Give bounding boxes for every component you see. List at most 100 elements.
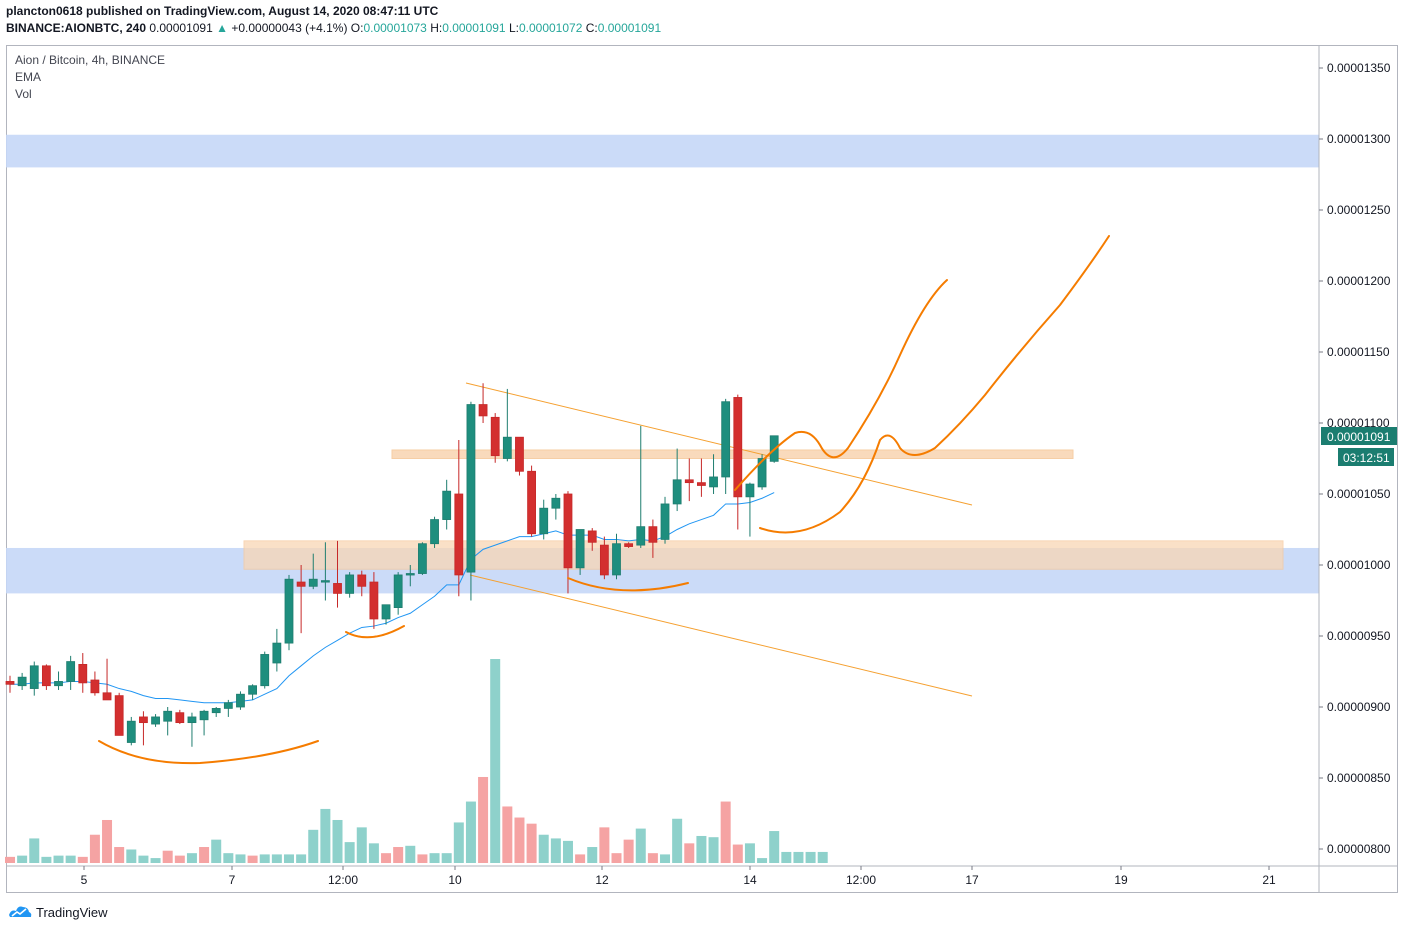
volume-bar bbox=[17, 855, 28, 863]
candle-body bbox=[175, 712, 185, 724]
zone-orange-2[interactable] bbox=[391, 449, 1074, 460]
x-tick-label: 19 bbox=[1114, 873, 1128, 887]
volume-bar bbox=[368, 843, 379, 863]
candle-body bbox=[612, 543, 621, 576]
upper-trendline[interactable] bbox=[465, 382, 973, 506]
candle[interactable] bbox=[466, 401, 476, 601]
volume-bar bbox=[381, 853, 392, 863]
candle[interactable] bbox=[721, 398, 731, 494]
candle[interactable] bbox=[78, 653, 88, 693]
zone-orange-3[interactable] bbox=[243, 540, 1284, 570]
candle[interactable] bbox=[308, 553, 318, 590]
candle[interactable] bbox=[515, 436, 524, 476]
publisher-text: plancton0618 published on TradingView.co… bbox=[6, 4, 439, 18]
candle[interactable] bbox=[175, 709, 185, 725]
candle[interactable] bbox=[563, 491, 573, 594]
candle[interactable] bbox=[575, 529, 585, 575]
candle[interactable] bbox=[187, 712, 197, 747]
candle[interactable] bbox=[357, 570, 367, 597]
candle[interactable] bbox=[102, 658, 112, 701]
candle-body bbox=[648, 526, 658, 543]
candle[interactable] bbox=[114, 692, 124, 736]
volume-bar bbox=[684, 843, 695, 863]
candle[interactable] bbox=[151, 714, 160, 727]
candle-body bbox=[126, 720, 136, 743]
candle[interactable] bbox=[539, 499, 549, 540]
candle[interactable] bbox=[612, 533, 621, 580]
candle[interactable] bbox=[684, 458, 694, 502]
y-tick-label: 0.00001250 bbox=[1327, 203, 1391, 217]
candle[interactable] bbox=[296, 565, 306, 634]
candle[interactable] bbox=[745, 482, 755, 537]
candle[interactable] bbox=[599, 536, 609, 580]
candle[interactable] bbox=[648, 519, 658, 558]
candle[interactable] bbox=[490, 413, 500, 463]
candle[interactable] bbox=[697, 458, 706, 497]
candle[interactable] bbox=[442, 479, 452, 530]
candle[interactable] bbox=[17, 672, 27, 690]
rounding-bottom-curve-2[interactable] bbox=[345, 625, 405, 639]
candle-body bbox=[515, 436, 524, 472]
volume-bar bbox=[223, 853, 234, 863]
candle[interactable] bbox=[551, 494, 561, 520]
projection-path-far[interactable] bbox=[759, 235, 1110, 534]
candle[interactable] bbox=[393, 572, 403, 615]
candle[interactable] bbox=[478, 383, 488, 423]
candle[interactable] bbox=[163, 707, 173, 736]
candle[interactable] bbox=[587, 528, 597, 551]
candle[interactable] bbox=[41, 664, 51, 690]
candle[interactable] bbox=[733, 394, 743, 530]
candle[interactable] bbox=[248, 684, 258, 700]
volume-bar bbox=[393, 847, 404, 863]
candle[interactable] bbox=[381, 604, 391, 625]
candle[interactable] bbox=[369, 572, 379, 629]
candle[interactable] bbox=[454, 440, 464, 597]
legend-title: Aion / Bitcoin, 4h, BINANCE bbox=[15, 53, 166, 67]
candle[interactable] bbox=[223, 699, 233, 717]
ema-line[interactable] bbox=[10, 492, 775, 704]
candle[interactable] bbox=[709, 454, 718, 494]
candle[interactable] bbox=[502, 388, 512, 462]
rounding-bottom-curve-3[interactable] bbox=[567, 577, 689, 592]
candle[interactable] bbox=[5, 675, 15, 693]
legend: Aion / Bitcoin, 4h, BINANCE EMA Vol bbox=[15, 52, 165, 103]
candle[interactable] bbox=[199, 709, 209, 736]
candle[interactable] bbox=[624, 542, 634, 548]
volume-bar bbox=[356, 827, 367, 863]
candle[interactable] bbox=[126, 716, 136, 746]
candle[interactable] bbox=[636, 425, 646, 548]
candle[interactable] bbox=[272, 628, 282, 672]
candle-body bbox=[41, 665, 51, 687]
volume-bar bbox=[429, 853, 440, 863]
candle[interactable] bbox=[660, 496, 670, 544]
candle-body bbox=[284, 578, 294, 644]
candle[interactable] bbox=[54, 671, 63, 690]
candle[interactable] bbox=[284, 574, 294, 651]
x-tick-label: 12:00 bbox=[328, 873, 358, 887]
candle[interactable] bbox=[236, 691, 245, 710]
candle[interactable] bbox=[139, 711, 148, 746]
candle[interactable] bbox=[90, 671, 100, 696]
candle[interactable] bbox=[418, 542, 427, 575]
legend-vol[interactable]: Vol bbox=[15, 87, 32, 101]
candle[interactable] bbox=[345, 572, 355, 598]
lower-trendline[interactable] bbox=[469, 574, 973, 697]
candle[interactable] bbox=[260, 651, 270, 689]
volume-bar bbox=[599, 827, 610, 863]
candle[interactable] bbox=[405, 565, 415, 587]
candle[interactable] bbox=[527, 465, 536, 537]
zone-blue-0[interactable] bbox=[6, 134, 1319, 168]
candle[interactable] bbox=[29, 661, 39, 696]
projection-path-near[interactable] bbox=[734, 279, 948, 491]
candle[interactable] bbox=[333, 540, 342, 608]
legend-ema[interactable]: EMA bbox=[15, 70, 42, 84]
rounding-bottom-curve-1[interactable] bbox=[98, 740, 319, 765]
volume-bar bbox=[41, 856, 52, 863]
candle[interactable] bbox=[672, 448, 682, 512]
candle[interactable] bbox=[430, 516, 439, 548]
candle[interactable] bbox=[320, 542, 330, 601]
candle[interactable] bbox=[211, 707, 221, 717]
zones-layer bbox=[6, 134, 1319, 594]
candle[interactable] bbox=[66, 655, 76, 690]
